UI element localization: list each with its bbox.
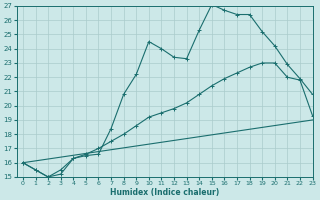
X-axis label: Humidex (Indice chaleur): Humidex (Indice chaleur) [110,188,219,197]
